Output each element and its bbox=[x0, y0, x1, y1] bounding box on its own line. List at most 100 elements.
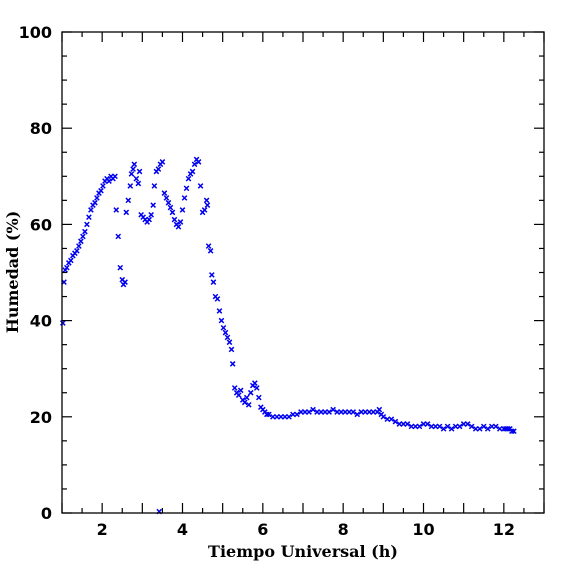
data-point bbox=[175, 223, 182, 230]
x-tick-label: 2 bbox=[97, 520, 108, 539]
data-point bbox=[183, 185, 190, 192]
data-point bbox=[88, 207, 94, 213]
y-tick-label: 100 bbox=[19, 23, 52, 42]
data-point bbox=[326, 409, 332, 415]
x-tick-label: 12 bbox=[493, 520, 515, 539]
data-point bbox=[266, 411, 272, 418]
data-point bbox=[148, 211, 155, 218]
data-point bbox=[210, 279, 217, 285]
tick-labels: 2 4 6 8 10 12 0 20 40 60 80 100 bbox=[19, 23, 515, 539]
data-point bbox=[224, 334, 231, 341]
data-point bbox=[135, 180, 142, 187]
data-point bbox=[484, 425, 491, 432]
data-point bbox=[98, 187, 104, 194]
data-point bbox=[204, 202, 211, 208]
data-point bbox=[161, 190, 168, 196]
data-point bbox=[80, 233, 86, 240]
data-point bbox=[122, 279, 128, 285]
data-point bbox=[294, 411, 300, 418]
data-point bbox=[112, 173, 118, 180]
data-point bbox=[128, 171, 135, 177]
data-point bbox=[380, 413, 387, 420]
data-point bbox=[468, 423, 475, 430]
data-point bbox=[440, 425, 447, 432]
x-tick-label: 8 bbox=[338, 520, 349, 539]
data-point bbox=[177, 219, 184, 225]
data-point bbox=[456, 423, 463, 430]
data-point bbox=[191, 161, 198, 168]
data-point bbox=[220, 324, 227, 331]
data-point bbox=[243, 394, 250, 401]
data-point bbox=[84, 221, 90, 228]
data-point bbox=[197, 183, 204, 189]
data-point bbox=[163, 195, 170, 201]
data-point bbox=[286, 413, 292, 420]
data-point bbox=[492, 423, 499, 430]
data-point bbox=[237, 387, 244, 394]
data-point bbox=[231, 385, 238, 391]
data-point bbox=[354, 411, 361, 418]
data-point bbox=[92, 199, 98, 206]
data-point bbox=[133, 175, 140, 182]
data-point bbox=[216, 308, 223, 314]
data-point bbox=[226, 339, 233, 346]
data-point bbox=[350, 409, 357, 415]
x-tick-label: 4 bbox=[177, 520, 188, 539]
data-point bbox=[448, 425, 455, 432]
data-point bbox=[106, 178, 112, 184]
data-point bbox=[86, 214, 92, 221]
data-point bbox=[165, 199, 172, 206]
data-point bbox=[136, 168, 143, 175]
data-point bbox=[100, 183, 106, 189]
data-point bbox=[476, 425, 483, 432]
data-point bbox=[376, 406, 383, 413]
data-point bbox=[113, 207, 120, 213]
y-axis-title: Humedad (%) bbox=[3, 211, 22, 334]
data-point bbox=[229, 361, 236, 367]
data-point bbox=[511, 428, 517, 435]
x-tick-label: 6 bbox=[257, 520, 268, 539]
plot-frame bbox=[61, 31, 545, 514]
y-tick-label: 0 bbox=[41, 504, 52, 523]
data-point bbox=[127, 183, 134, 189]
data-point bbox=[189, 168, 196, 175]
data-point bbox=[78, 238, 84, 245]
data-point bbox=[245, 401, 252, 408]
data-point bbox=[251, 380, 258, 386]
data-point bbox=[201, 207, 208, 213]
data-point bbox=[169, 209, 176, 216]
data-point bbox=[117, 264, 124, 271]
data-point bbox=[171, 216, 178, 223]
data-point bbox=[255, 394, 262, 401]
data-point bbox=[218, 317, 225, 324]
data-point bbox=[392, 418, 399, 425]
data-point bbox=[214, 296, 221, 302]
x-axis-title: Tiempo Universal (h) bbox=[208, 542, 398, 561]
data-point bbox=[480, 423, 487, 430]
data-point bbox=[404, 421, 411, 427]
data-point bbox=[195, 159, 202, 165]
data-point bbox=[306, 409, 312, 415]
data-point bbox=[247, 389, 254, 396]
data-point bbox=[208, 272, 215, 278]
data-point bbox=[150, 202, 157, 208]
data-point bbox=[253, 385, 260, 391]
data-point bbox=[59, 320, 66, 326]
data-point bbox=[464, 421, 471, 427]
data-point bbox=[151, 183, 158, 189]
y-tick-label: 40 bbox=[30, 312, 52, 331]
data-point bbox=[74, 248, 80, 254]
y-tick-label: 80 bbox=[30, 119, 52, 138]
data-point bbox=[444, 423, 451, 430]
data-point bbox=[159, 159, 166, 165]
data-point bbox=[181, 195, 188, 201]
data-point bbox=[63, 264, 70, 271]
data-point bbox=[207, 248, 214, 254]
data-point bbox=[241, 399, 248, 406]
data-point bbox=[123, 209, 130, 216]
data-point bbox=[416, 423, 423, 430]
data-point bbox=[131, 161, 138, 168]
data-point bbox=[68, 257, 74, 264]
data-point bbox=[310, 406, 316, 413]
